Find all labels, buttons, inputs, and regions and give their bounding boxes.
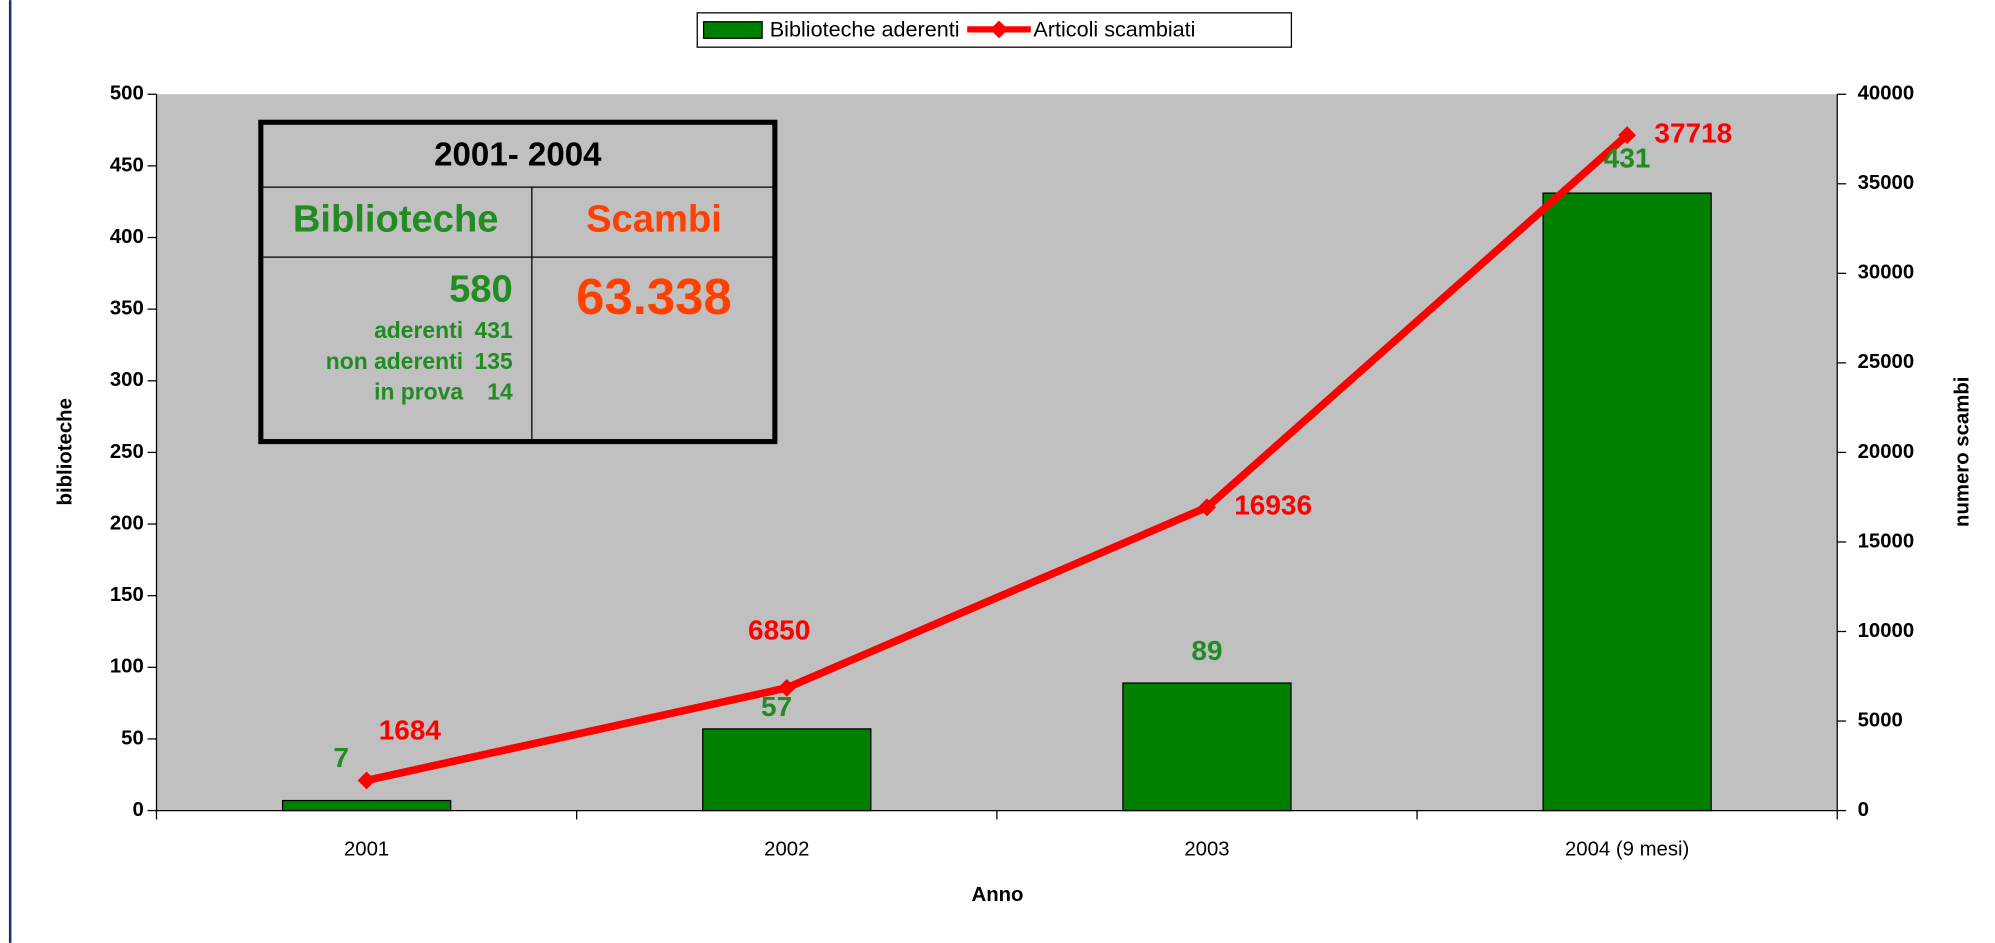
y-axis-title: biblioteche: [55, 398, 77, 505]
inset-header: Biblioteche: [293, 198, 499, 241]
data-label: 1684: [379, 714, 442, 745]
x-tick-label: 2002: [764, 838, 809, 860]
y2-tick-label: 0: [1858, 799, 1869, 821]
inset-detail-value: 14: [487, 378, 513, 404]
y-tick-label: 250: [110, 441, 144, 463]
x-tick-label: 2001: [344, 838, 389, 860]
data-label: 7: [333, 742, 349, 773]
y2-tick-label: 15000: [1858, 530, 1915, 552]
marker: [1198, 498, 1216, 517]
x-tick-label: 2004 (9 mesi): [1565, 838, 1689, 860]
data-label: 6850: [748, 614, 810, 645]
legend-label: Biblioteche aderenti: [770, 16, 960, 41]
inset-title: 2001- 2004: [434, 136, 602, 173]
marker: [1618, 126, 1637, 145]
data-label: 16936: [1234, 490, 1312, 521]
y-tick-label: 100: [110, 656, 144, 678]
legend-label: Articoli scambiati: [1033, 16, 1195, 41]
data-label: 431: [1604, 142, 1651, 173]
bar: [702, 728, 872, 812]
y-tick-label: 300: [110, 369, 144, 391]
y-tick-label: 450: [110, 154, 144, 176]
data-label: 57: [761, 691, 792, 722]
legend-swatch: [702, 21, 763, 39]
inset-detail-label: aderenti: [374, 317, 463, 343]
y-tick-label: 350: [110, 298, 144, 320]
inset-table: 2001- 2004 Biblioteche Scambi 580 63.338 ader…: [258, 119, 778, 445]
inset-box: [258, 119, 778, 445]
inset-detail-value: 135: [475, 348, 513, 374]
inset-total: 63.338: [576, 268, 732, 325]
y-tick-label: 50: [121, 727, 144, 749]
y-tick-label: 500: [110, 83, 144, 105]
data-label: 37718: [1654, 118, 1732, 149]
bar: [1542, 192, 1712, 812]
y-tick-label: 150: [110, 584, 144, 606]
inset-total: 580: [449, 268, 513, 311]
bar: [281, 799, 452, 812]
marker: [777, 678, 796, 697]
data-label: 89: [1191, 635, 1222, 666]
y-tick-label: 0: [132, 799, 143, 821]
bar: [1122, 682, 1292, 812]
x-axis-title: Anno: [972, 884, 1024, 906]
line: [365, 132, 1630, 785]
inset-header: Scambi: [586, 198, 722, 241]
y-tick-label: 400: [110, 226, 144, 248]
inset-detail-label: in prova: [374, 378, 463, 404]
y-tick-label: 200: [110, 512, 144, 534]
inset-detail-value: 431: [475, 317, 513, 343]
y2-tick-label: 20000: [1858, 441, 1915, 463]
x-tick-label: 2003: [1184, 838, 1229, 860]
y2-axis-title: numero scambi: [1952, 377, 1974, 527]
y2-tick-label: 5000: [1858, 709, 1903, 731]
y2-tick-label: 25000: [1858, 351, 1915, 373]
y2-tick-label: 10000: [1858, 620, 1915, 642]
inset-detail-label: non aderenti: [326, 348, 463, 374]
y2-tick-label: 30000: [1858, 262, 1915, 284]
marker: [357, 771, 376, 790]
y2-tick-label: 35000: [1858, 172, 1915, 194]
y2-tick-label: 40000: [1858, 83, 1915, 105]
